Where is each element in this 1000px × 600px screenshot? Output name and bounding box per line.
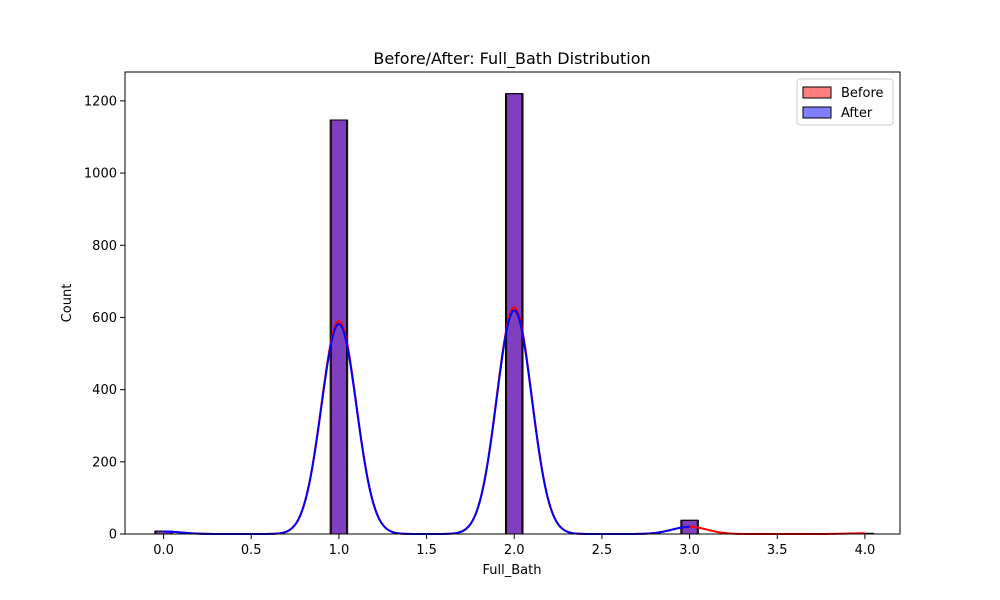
x-tick-label: 0.5 bbox=[241, 543, 262, 558]
x-axis-label: Full_Bath bbox=[483, 563, 542, 578]
y-tick-label: 0 bbox=[109, 528, 117, 543]
y-tick-label: 1200 bbox=[84, 94, 117, 109]
y-tick-label: 800 bbox=[92, 239, 117, 254]
y-axis-label: Count bbox=[60, 284, 75, 323]
y-axis: 0 200 400 600 800 1000 1200 bbox=[84, 94, 125, 543]
legend: Before After bbox=[796, 78, 894, 126]
x-axis: 0.0 0.5 1.0 1.5 2.0 2.5 3.0 3.5 4.0 bbox=[153, 534, 875, 558]
x-tick-label: 2.5 bbox=[592, 543, 613, 558]
legend-label-before: Before bbox=[841, 86, 884, 101]
x-tick-label: 3.0 bbox=[679, 543, 700, 558]
bar-after-2 bbox=[506, 93, 523, 535]
x-tick-label: 4.0 bbox=[855, 543, 876, 558]
chart-title: Before/After: Full_Bath Distribution bbox=[373, 49, 650, 69]
x-tick-label: 0.0 bbox=[153, 543, 174, 558]
y-tick-label: 1000 bbox=[84, 167, 117, 182]
plot-frame bbox=[124, 71, 901, 535]
y-tick-label: 400 bbox=[92, 383, 117, 398]
legend-swatch-before bbox=[802, 86, 832, 99]
kde-line-after bbox=[163, 309, 690, 535]
x-tick-label: 1.5 bbox=[416, 543, 437, 558]
legend-swatch-after bbox=[802, 106, 832, 119]
bar-after-1 bbox=[330, 119, 348, 535]
x-tick-label: 2.0 bbox=[504, 543, 525, 558]
y-tick-label: 600 bbox=[92, 311, 117, 326]
x-tick-label: 3.5 bbox=[767, 543, 788, 558]
bars-layer bbox=[154, 93, 875, 535]
x-tick-label: 1.0 bbox=[329, 543, 350, 558]
legend-label-after: After bbox=[841, 106, 873, 121]
y-tick-label: 200 bbox=[92, 455, 117, 470]
